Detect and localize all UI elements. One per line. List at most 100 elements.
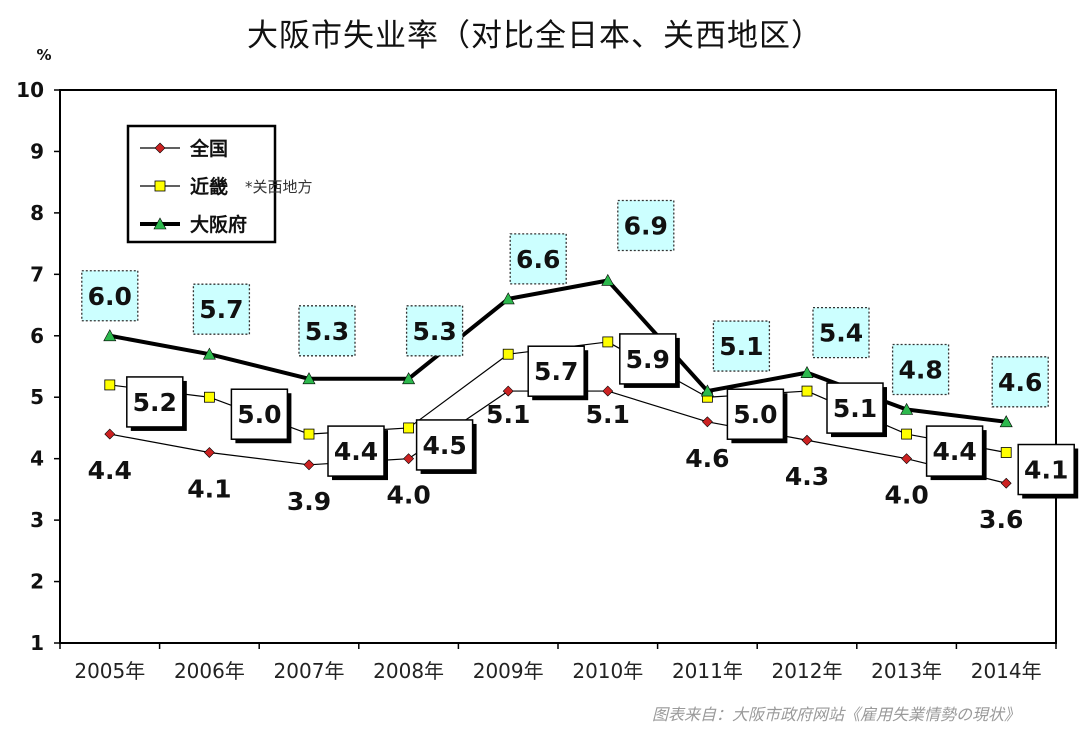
legend-marker-diamond-icon [154,142,166,154]
label-box-osaka [81,270,139,322]
x-tick-label: 2007年 [274,659,345,683]
label-box-kinki [1017,443,1075,496]
legend-marker-square-icon [154,180,166,192]
data-label-kinki: 5.0 [237,400,281,429]
data-label-osaka: 5.7 [199,295,243,324]
data-point-kinki [203,391,215,403]
y-unit-label: % [36,46,51,64]
data-point-kinki [1000,447,1012,458]
y-tick-label: 4 [30,447,44,471]
data-point-kinki [901,428,912,440]
label-box-osaka [991,356,1049,408]
legend-note-kansai: *关西地方 [245,178,313,196]
label-box-osaka [712,320,771,372]
legend-marker-triangle-icon [153,217,167,230]
data-label-osaka: 4.8 [898,356,942,385]
data-point-kinki [602,336,614,348]
chart-title: 大阪市失业率（对比全日本、关西地区） [247,18,823,54]
y-tick-label: 2 [30,570,44,594]
data-label-osaka: 6.6 [516,245,560,274]
data-point-osaka [501,292,515,305]
data-label-osaka: 5.3 [305,317,349,346]
data-label-osaka: 6.0 [88,282,132,311]
data-label-kinki: 5.0 [733,400,777,429]
label-box-osaka [509,233,567,285]
y-tick-label: 1 [30,631,44,655]
data-point-osaka [103,329,117,342]
data-point-national [502,385,514,397]
data-label-osaka: 5.3 [412,317,456,346]
data-point-national [602,385,614,397]
data-point-kinki [104,379,116,391]
data-label-national: 4.1 [187,475,231,504]
data-point-national [104,428,116,440]
x-tick-label: 2006年 [174,659,245,683]
label-box-kinki [726,388,785,440]
data-label-kinki: 5.2 [133,388,177,417]
data-point-national [303,459,315,471]
x-tick-label: 2014年 [971,659,1042,683]
data-point-osaka [800,366,814,378]
data-label-osaka: 5.1 [719,332,763,361]
label-box-osaka [298,305,356,357]
label-box-kinki [925,425,984,477]
y-tick-label: 9 [30,139,44,163]
data-point-osaka [202,347,216,360]
y-tick-label: 5 [30,385,44,409]
label-box-osaka [891,343,950,396]
data-label-national: 4.0 [884,481,928,510]
data-point-kinki [303,428,315,440]
data-label-national: 4.4 [88,456,132,485]
x-tick-label: 2012年 [772,659,843,683]
data-point-kinki [403,422,415,434]
data-point-national [701,416,713,428]
label-box-kinki [826,382,884,434]
data-point-osaka [302,372,316,385]
x-tick-label: 2010年 [572,659,643,683]
label-box-kinki [230,388,289,440]
data-label-osaka: 6.9 [624,211,668,240]
data-point-national [403,453,415,465]
data-label-kinki: 4.1 [1024,456,1068,485]
x-tick-label: 2011年 [672,659,743,683]
data-point-national [1000,477,1012,489]
label-box-kinki [327,425,385,477]
data-label-kinki: 4.4 [932,437,976,466]
x-tick-label: 2005年 [74,659,145,683]
data-point-osaka [900,402,914,415]
legend-label-kinki: 近畿 [190,175,228,198]
source-credit: 图表来自：大阪市政府网站《雇用失業情勢の現状》 [652,705,1020,724]
x-tick-label: 2009年 [473,659,544,683]
label-box-osaka [405,305,464,357]
data-label-osaka: 5.4 [819,319,863,348]
y-axis: 1 2 3 4 5 6 7 8 9 10 [16,78,60,655]
label-box-osaka [617,199,675,252]
x-axis: 2005年 2006年 2007年 2008年 2009年 2010年 2011年 2012年… [59,643,1057,683]
data-label-kinki: 5.7 [534,357,578,386]
data-point-osaka [402,372,416,385]
label-box-osaka [812,306,870,359]
label-box-kinki [527,345,585,397]
data-label-kinki: 5.9 [626,345,670,374]
data-point-national [801,434,813,446]
label-box-kinki [415,419,474,471]
data-label-kinki: 4.4 [334,437,378,466]
y-tick-label: 8 [30,201,44,225]
data-label-national: 4.0 [386,481,430,510]
data-point-osaka [700,384,714,397]
y-tick-label: 3 [30,508,44,532]
data-point-national [203,447,215,458]
data-point-kinki [801,385,813,397]
data-label-national: 5.1 [486,400,530,429]
data-label-national: 5.1 [586,400,630,429]
data-label-kinki: 5.1 [833,394,877,423]
label-box-osaka [192,283,251,335]
data-label-kinki: 4.5 [422,431,466,460]
data-label-national: 3.9 [287,487,331,516]
legend-label-national: 全国 [189,137,228,160]
x-tick-label: 2008年 [373,659,444,683]
data-point-osaka [601,273,615,286]
label-box-kinki [619,333,677,385]
data-label-national: 3.6 [979,505,1023,534]
